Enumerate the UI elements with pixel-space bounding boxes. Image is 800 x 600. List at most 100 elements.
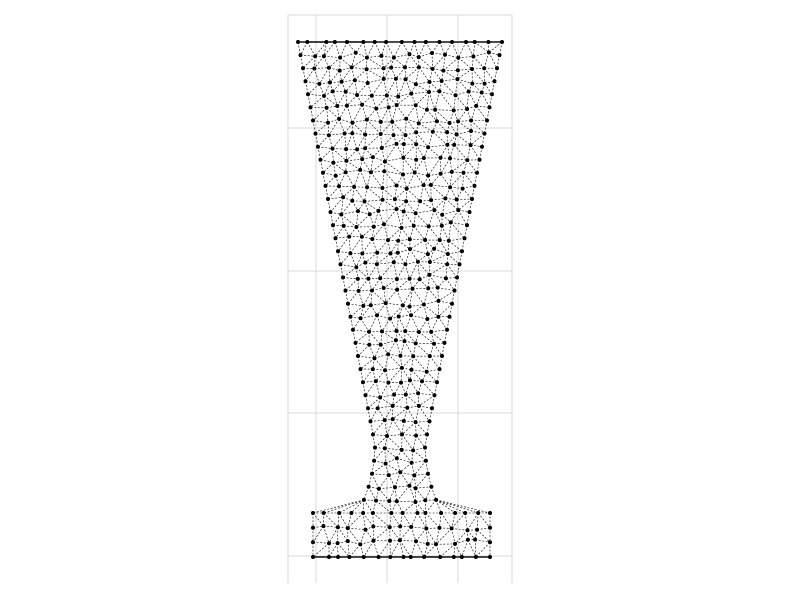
mesh-edge	[434, 198, 446, 211]
mesh-edge	[409, 261, 419, 279]
mesh-edge	[337, 527, 349, 542]
mesh-edge	[429, 408, 433, 422]
mesh-node	[415, 511, 420, 515]
mesh-edge	[400, 341, 405, 356]
mesh-edge	[360, 540, 374, 545]
mesh-edge	[370, 170, 385, 173]
mesh-edge	[456, 198, 473, 200]
mesh-edge	[432, 131, 448, 133]
mesh-node	[460, 249, 464, 254]
mesh-node	[394, 329, 399, 333]
mesh-edge	[351, 52, 356, 68]
mesh-edge	[441, 198, 446, 215]
mesh-edge	[320, 159, 334, 163]
mesh-node	[423, 40, 428, 44]
mesh-edge	[440, 158, 451, 174]
mesh-node	[421, 183, 426, 188]
mesh-node	[296, 40, 300, 44]
mesh-edge	[346, 104, 363, 106]
mesh-edge	[347, 290, 359, 304]
mesh-edge	[393, 54, 410, 58]
mesh-edge	[328, 135, 333, 149]
mesh-edge	[412, 288, 429, 290]
mesh-node	[381, 76, 386, 81]
mesh-edge	[352, 329, 356, 343]
mesh-edge	[346, 94, 358, 106]
mesh-edge	[396, 104, 407, 119]
mesh-node	[404, 186, 409, 191]
mesh-edge	[356, 211, 359, 228]
mesh-node	[387, 499, 392, 503]
mesh-edge	[432, 131, 448, 146]
mesh-edge	[332, 148, 334, 163]
mesh-node	[470, 67, 475, 71]
mesh-edge	[393, 57, 406, 68]
mesh-edge	[315, 122, 329, 134]
mesh-edge	[418, 395, 435, 407]
mesh-node	[409, 91, 414, 96]
mesh-edge	[337, 543, 339, 558]
mesh-edge	[409, 225, 414, 240]
mesh-node	[391, 260, 396, 265]
mesh-edge	[435, 499, 456, 514]
mesh-edge	[414, 172, 424, 186]
mesh-node	[394, 499, 399, 504]
mesh-node	[303, 79, 308, 84]
mesh-edge	[342, 277, 358, 280]
mesh-node	[432, 246, 437, 251]
mesh-node	[421, 302, 426, 307]
mesh-node	[370, 511, 375, 515]
mesh-node	[473, 537, 478, 542]
mesh-edge	[449, 144, 455, 159]
mesh-node	[330, 89, 335, 94]
mesh-node	[401, 419, 406, 423]
mesh-edge	[370, 157, 374, 173]
mesh-node	[396, 94, 401, 99]
mesh-node	[348, 251, 353, 256]
mesh-edge	[398, 240, 411, 250]
mesh-edge	[372, 434, 376, 448]
mesh-edge	[338, 172, 346, 187]
mesh-edge	[392, 405, 408, 409]
mesh-edge	[378, 210, 385, 225]
mesh-edge	[444, 329, 448, 343]
mesh-edge	[413, 225, 426, 241]
mesh-node	[432, 393, 437, 398]
mesh-edge	[346, 149, 358, 162]
mesh-edge	[429, 261, 448, 265]
mesh-node	[452, 142, 457, 147]
mesh-node	[394, 103, 399, 108]
mesh-node	[469, 118, 474, 123]
mesh-edge	[457, 78, 469, 92]
mesh-node	[316, 144, 320, 149]
mesh-edge	[476, 512, 479, 530]
mesh-edge	[376, 253, 391, 265]
mesh-edge	[401, 421, 416, 435]
mesh-node	[486, 50, 491, 55]
mesh-node	[358, 542, 363, 547]
mesh-node	[480, 144, 484, 149]
mesh-node	[445, 262, 450, 267]
mesh-node	[399, 447, 404, 452]
mesh-edge	[401, 41, 410, 55]
mesh-edge	[412, 343, 416, 357]
mesh-edge	[356, 266, 369, 279]
mesh-edge	[357, 344, 370, 357]
mesh-node	[333, 236, 338, 241]
mesh-edge	[447, 240, 450, 255]
mesh-edge	[415, 132, 429, 148]
mesh-node	[490, 92, 494, 97]
mesh-edge	[357, 94, 372, 97]
mesh-edge	[439, 91, 456, 96]
mesh-node	[363, 132, 368, 137]
mesh-node	[445, 327, 449, 332]
mesh-edge	[401, 355, 414, 369]
mesh-node	[448, 156, 452, 161]
mesh-edge	[376, 314, 391, 319]
mesh-edge	[432, 68, 442, 82]
mesh-edge	[415, 105, 420, 124]
mesh-node	[344, 103, 349, 108]
mesh-node	[417, 277, 422, 282]
mesh-edge	[406, 188, 421, 202]
mesh-edge	[399, 540, 404, 558]
